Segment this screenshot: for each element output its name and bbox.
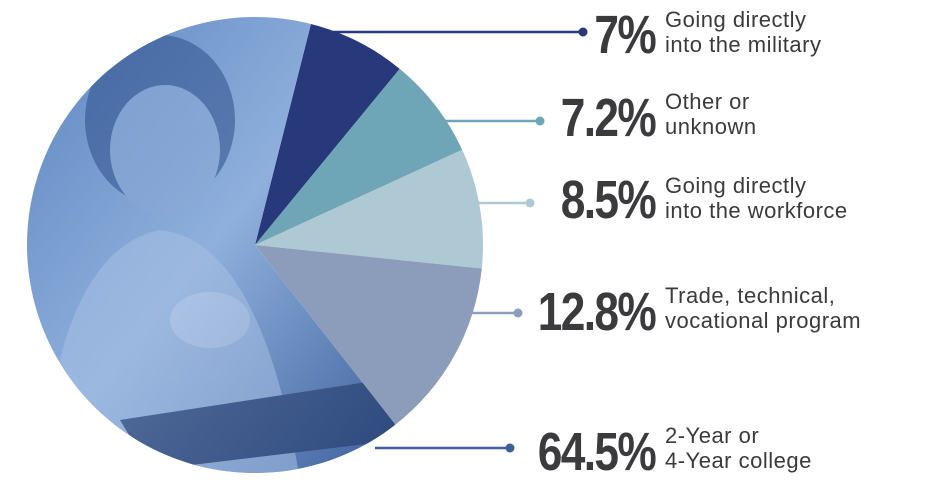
pie-slice xyxy=(255,245,482,425)
photo-decoration xyxy=(40,35,396,473)
category-label: Going directly into the workforce xyxy=(665,173,848,223)
pie-slice xyxy=(255,68,463,245)
pie-slice xyxy=(255,23,400,245)
value-label: 7.2% xyxy=(560,88,657,148)
pie-slice xyxy=(255,149,483,269)
value-label: 64.5% xyxy=(537,422,657,482)
leader-dot xyxy=(505,443,515,453)
leader-dot xyxy=(513,308,523,318)
leader-lines xyxy=(328,27,588,453)
value-label: 12.8% xyxy=(537,282,657,342)
value-label: 8.5% xyxy=(560,170,657,230)
leader-dot xyxy=(525,198,535,208)
category-label: Going directly into the military xyxy=(665,7,822,57)
category-label: Trade, technical, vocational program xyxy=(665,283,862,333)
leader-line xyxy=(328,30,583,95)
category-label: Other or unknown xyxy=(665,89,757,139)
leader-dot xyxy=(578,27,588,37)
category-label: 2-Year or 4-Year college xyxy=(665,423,812,473)
value-label: 7% xyxy=(594,5,656,65)
leader-dot xyxy=(535,116,545,126)
